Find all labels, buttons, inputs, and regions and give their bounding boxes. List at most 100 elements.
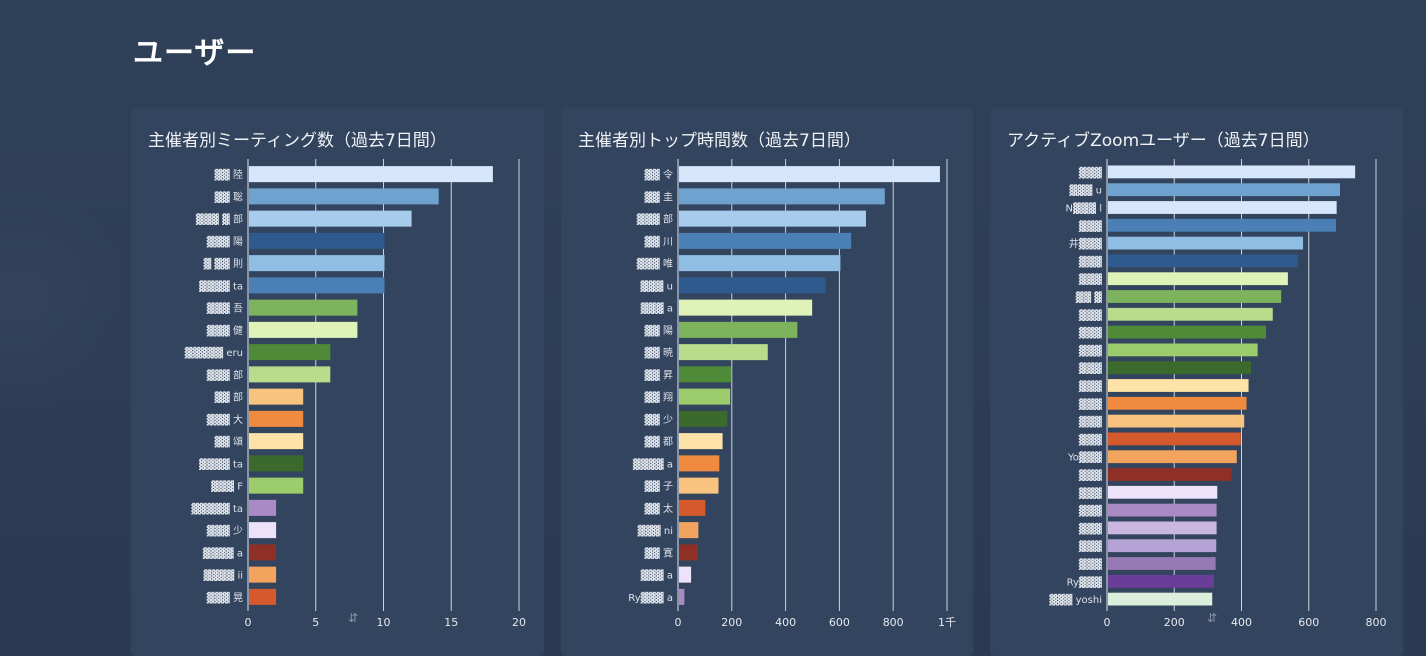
bar[interactable] — [249, 477, 304, 494]
y-category-label: ▓▓ 昇 — [644, 368, 673, 381]
y-category-label: 井▓▓▓ — [1069, 237, 1102, 250]
bar[interactable] — [679, 255, 841, 272]
bar[interactable] — [249, 166, 493, 183]
bar[interactable] — [249, 588, 277, 605]
bar[interactable] — [679, 232, 852, 249]
bar[interactable] — [1108, 574, 1214, 588]
bar[interactable] — [249, 410, 304, 427]
y-category-label: ▓▓▓ — [1079, 540, 1102, 553]
bar[interactable] — [679, 166, 940, 183]
x-tick-label: 200 — [1164, 616, 1185, 629]
bar[interactable] — [679, 388, 731, 405]
x-tick-label: 600 — [829, 616, 850, 629]
y-category-label: ▓▓▓ — [1079, 166, 1102, 179]
bar[interactable] — [679, 366, 732, 383]
y-category-label: ▓▓▓▓ a — [633, 457, 673, 470]
y-category-label: ▓▓ 太 — [644, 502, 673, 515]
y-category-label: ▓▓ 川 — [644, 235, 673, 248]
bar[interactable] — [679, 188, 885, 205]
meetings-bar-chart: 0 5 10 15 20 ▓▓ 陸 ▓▓ 聡 ▓▓▓ ▓ 部 ▓▓▓ 陽 ▓ ▓▓ 則 ▓▓▓▓ t… — [185, 159, 526, 629]
bar[interactable] — [679, 566, 692, 583]
bar[interactable] — [1108, 450, 1237, 464]
y-category-label: ▓▓▓ — [1079, 397, 1102, 410]
bar[interactable] — [1108, 236, 1304, 250]
bar[interactable] — [249, 277, 385, 294]
y-category-label: ▓▓▓▓ ii — [204, 569, 244, 582]
bar[interactable] — [679, 588, 685, 605]
bar[interactable] — [249, 566, 277, 583]
bar[interactable] — [1108, 361, 1251, 375]
y-category-label: ▓▓ 頌 — [214, 435, 243, 448]
y-category-label: Ry▓▓▓ — [1067, 575, 1103, 588]
bar[interactable] — [679, 477, 719, 494]
bar[interactable] — [679, 544, 698, 561]
bar[interactable] — [679, 499, 706, 516]
bar[interactable] — [1108, 396, 1247, 410]
y-category-label: ▓▓ 陸 — [214, 168, 243, 181]
bar[interactable] — [249, 255, 385, 272]
sort-icon[interactable]: ⇵ — [348, 611, 358, 625]
bar[interactable] — [679, 433, 723, 450]
y-category-label: ▓▓ 寛 — [644, 546, 673, 559]
bar[interactable] — [249, 232, 385, 249]
bar[interactable] — [1108, 592, 1213, 606]
bar[interactable] — [679, 522, 699, 539]
bar[interactable] — [249, 388, 304, 405]
y-category-label: ▓▓ 翔 — [644, 391, 673, 404]
y-category-label: ▓▓▓ ▓ 部 — [196, 213, 243, 226]
bar[interactable] — [1108, 468, 1232, 481]
x-tick-label: 1千 — [938, 616, 956, 629]
bar[interactable] — [1108, 521, 1217, 535]
sort-icon[interactable]: ⇵ — [1207, 611, 1217, 625]
bar[interactable] — [249, 188, 439, 205]
bar[interactable] — [1108, 165, 1356, 179]
bar[interactable] — [679, 410, 728, 427]
y-category-label: ▓▓▓ a — [641, 302, 673, 315]
bar[interactable] — [249, 544, 277, 561]
bar[interactable] — [1108, 379, 1249, 392]
x-tick-label: 200 — [721, 616, 742, 629]
bar[interactable] — [1108, 201, 1337, 214]
bar[interactable] — [249, 455, 304, 472]
bar[interactable] — [249, 522, 277, 539]
x-tick-label: 0 — [245, 616, 252, 629]
bar[interactable] — [1108, 485, 1218, 499]
bar[interactable] — [249, 433, 304, 450]
bar[interactable] — [1108, 218, 1336, 232]
bar[interactable] — [249, 321, 358, 338]
y-category-label: ▓▓▓ — [1079, 326, 1102, 339]
y-category-label: ▓▓ 部 — [214, 391, 243, 404]
bar[interactable] — [1108, 272, 1288, 286]
bar[interactable] — [249, 344, 331, 361]
bar[interactable] — [679, 277, 826, 294]
bar[interactable] — [1108, 254, 1298, 268]
y-category-label: N▓▓▓ l — [1065, 202, 1102, 215]
bar[interactable] — [1108, 539, 1217, 553]
chart-panel-meetings: 主催者別ミーティング数（過去7日間） 0 5 10 15 20 ▓▓ 陸 ▓▓ 聡 ▓▓▓ ▓… — [131, 108, 544, 656]
bar[interactable] — [1108, 183, 1341, 197]
bar[interactable] — [1108, 503, 1217, 517]
bar[interactable] — [1108, 343, 1258, 357]
bar[interactable] — [1108, 307, 1273, 321]
y-category-label: ▓▓▓ 晃 — [207, 591, 243, 604]
bar[interactable] — [679, 321, 798, 338]
y-category-label: Ry▓▓▓ a — [628, 591, 673, 604]
bar[interactable] — [249, 366, 331, 383]
bar[interactable] — [1108, 414, 1245, 428]
bar[interactable] — [1108, 325, 1267, 339]
bar[interactable] — [1108, 290, 1282, 303]
y-category-label: ▓▓▓ yoshi — [1049, 593, 1102, 606]
bar[interactable] — [249, 299, 358, 316]
y-category-label: ▓▓▓ F — [211, 480, 243, 493]
y-category-label: ▓▓▓ 陽 — [207, 235, 243, 248]
x-tick-label: 400 — [1231, 616, 1252, 629]
bar[interactable] — [1108, 557, 1216, 570]
bar[interactable] — [249, 210, 412, 227]
bar[interactable] — [1108, 432, 1241, 446]
bar[interactable] — [679, 455, 720, 472]
bar[interactable] — [679, 299, 813, 316]
bar[interactable] — [679, 344, 768, 361]
bar[interactable] — [249, 499, 277, 516]
y-category-label: ▓▓▓ a — [641, 569, 673, 582]
bar[interactable] — [679, 210, 866, 227]
